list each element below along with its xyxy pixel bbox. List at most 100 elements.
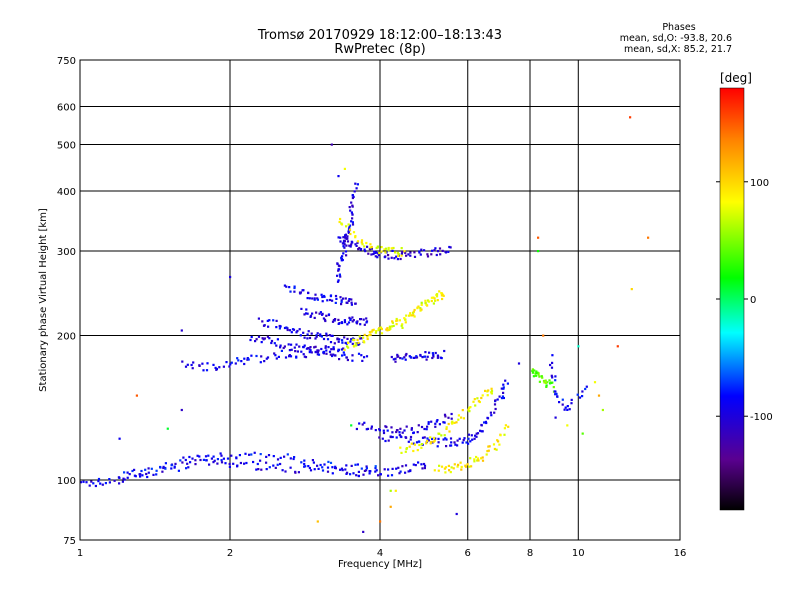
data-point <box>358 335 361 338</box>
data-point <box>313 297 316 300</box>
data-point <box>403 429 406 432</box>
data-point <box>417 424 420 427</box>
data-point <box>220 459 223 462</box>
data-point <box>334 294 338 298</box>
data-point <box>409 312 412 315</box>
data-point <box>355 474 358 477</box>
data-point <box>305 347 308 350</box>
data-point <box>316 349 319 352</box>
data-point <box>321 466 324 469</box>
data-point <box>370 427 373 430</box>
data-point <box>517 362 521 365</box>
data-point <box>268 466 271 469</box>
data-point <box>437 437 440 440</box>
data-point <box>276 463 279 466</box>
data-point <box>423 249 426 252</box>
data-point <box>434 299 437 302</box>
data-point <box>345 356 348 359</box>
data-point <box>429 436 432 439</box>
data-point <box>286 453 289 456</box>
data-point <box>647 236 650 239</box>
data-point <box>266 335 269 338</box>
data-point <box>334 467 337 470</box>
data-point <box>544 379 547 382</box>
data-point <box>341 258 344 262</box>
data-point <box>433 469 436 472</box>
data-point <box>368 470 371 473</box>
data-point <box>390 256 393 259</box>
data-point <box>347 230 350 233</box>
data-point <box>391 321 394 324</box>
data-point <box>542 379 546 383</box>
data-point <box>344 297 347 300</box>
data-point <box>475 455 478 459</box>
data-point <box>347 299 350 302</box>
data-point <box>540 375 543 378</box>
data-point <box>401 357 404 360</box>
data-point <box>458 437 461 440</box>
data-point <box>318 312 321 315</box>
data-point <box>374 470 377 473</box>
data-point <box>334 354 337 357</box>
data-point <box>387 246 390 250</box>
data-point <box>404 471 407 474</box>
data-point <box>196 454 199 457</box>
data-point <box>298 345 301 348</box>
data-point <box>220 454 223 457</box>
data-point <box>420 308 423 311</box>
data-point <box>420 425 424 429</box>
data-point <box>374 331 377 334</box>
data-point <box>537 236 540 239</box>
data-point <box>432 355 435 358</box>
data-point <box>341 339 344 342</box>
data-point <box>450 466 453 469</box>
y-tick-label: 200 <box>57 332 76 343</box>
data-point <box>359 318 362 321</box>
data-point <box>357 474 360 477</box>
data-point <box>415 441 419 444</box>
y-axis-ticks: 75 100 200 300 400 500 600 750 <box>57 56 76 547</box>
data-point <box>191 367 194 370</box>
chart-subtitle: RwPretec (8p) <box>334 42 426 57</box>
data-point <box>205 369 209 372</box>
data-point <box>339 240 342 243</box>
data-point <box>343 353 346 356</box>
data-point <box>339 236 342 239</box>
data-point <box>259 361 262 364</box>
data-point <box>376 245 379 248</box>
data-point <box>535 370 538 373</box>
data-point <box>378 436 381 439</box>
data-point <box>331 334 334 337</box>
data-point <box>353 338 356 342</box>
data-point <box>345 464 348 467</box>
data-point <box>387 249 390 252</box>
data-point <box>278 327 281 330</box>
data-point <box>468 465 471 468</box>
data-point <box>426 255 430 258</box>
data-point <box>320 335 323 338</box>
data-point <box>265 455 268 458</box>
data-point <box>380 332 384 335</box>
data-point <box>396 251 399 255</box>
data-point <box>551 354 554 357</box>
data-point <box>311 459 314 462</box>
data-point <box>541 376 544 379</box>
data-point <box>357 343 360 346</box>
data-point <box>357 470 360 473</box>
data-point <box>260 341 263 344</box>
data-point <box>404 358 407 361</box>
data-point <box>289 355 293 358</box>
data-point <box>545 385 548 388</box>
data-point <box>152 473 155 476</box>
data-point <box>189 461 192 464</box>
data-point <box>260 355 263 358</box>
data-point <box>325 332 328 335</box>
data-point <box>216 462 219 465</box>
data-point <box>339 275 342 278</box>
data-point <box>299 291 302 294</box>
data-point <box>434 247 437 250</box>
data-point <box>383 468 386 471</box>
colorbar-tick-label: 0 <box>750 295 756 306</box>
data-point <box>444 471 447 474</box>
data-point <box>350 211 353 214</box>
